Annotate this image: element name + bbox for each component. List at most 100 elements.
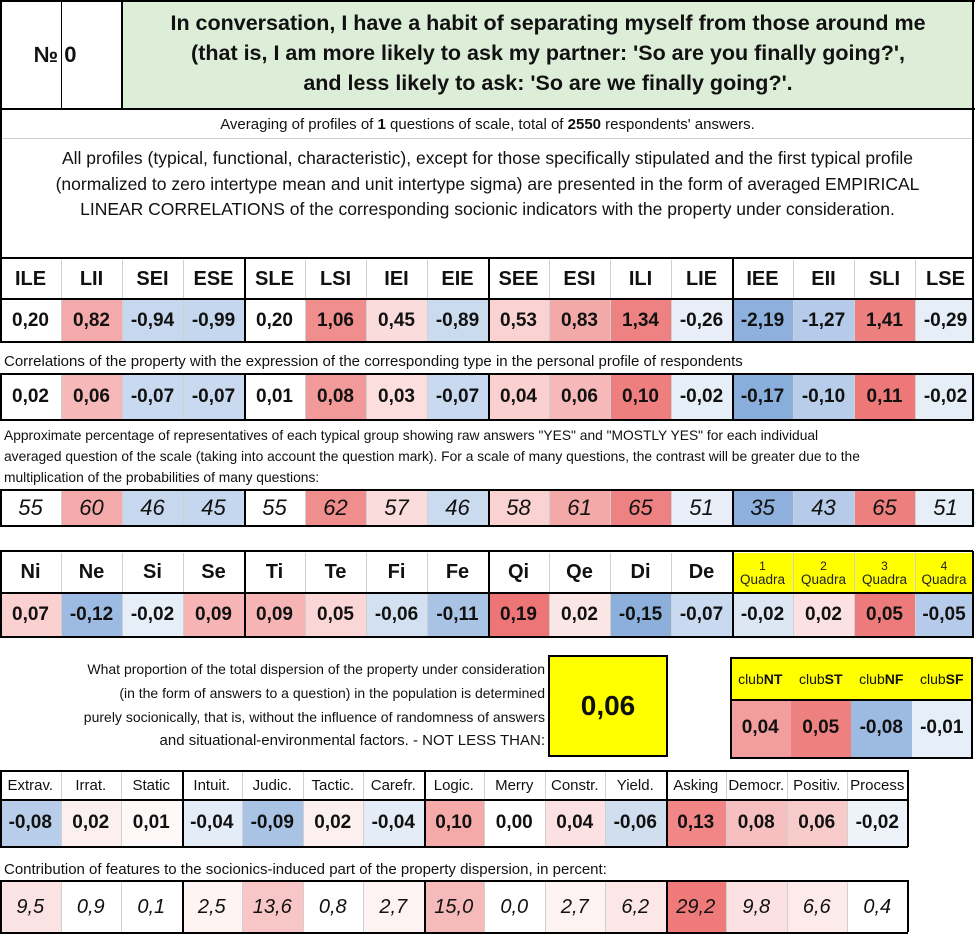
group-separator: [972, 373, 974, 421]
question-text: In conversation, I have a habit of separ…: [123, 8, 973, 104]
type-correlation-value: -0,10: [793, 375, 854, 419]
quadra-value: -0,02: [732, 594, 793, 636]
trait-value: 0,01: [121, 800, 182, 846]
grid-line: [366, 375, 367, 419]
grid-line: [305, 491, 306, 525]
club-header: club NF: [851, 659, 912, 699]
type-percentage-value: 61: [549, 491, 610, 525]
type-header: SLI: [854, 260, 915, 298]
grid-line: [671, 375, 672, 419]
grid-line: [122, 260, 123, 298]
grid-line: [61, 300, 62, 341]
type-percentage-value: 65: [854, 491, 915, 525]
grid-line: [302, 882, 304, 932]
type-profile-value: 1,34: [610, 300, 671, 341]
function-header: Te: [305, 553, 366, 592]
frame-line: [2, 138, 972, 139]
grid-line: [61, 553, 62, 636]
percentage-caption-line: multiplication of the probabilities of m…: [4, 470, 320, 485]
type-percentage-value: 58: [488, 491, 549, 525]
clubs-border: [730, 657, 973, 759]
row-separator: [0, 636, 973, 638]
group-separator: [488, 489, 490, 527]
club-suffix: NT: [763, 671, 783, 687]
question-line: In conversation, I have a habit of separ…: [170, 11, 926, 35]
grid-line: [610, 375, 611, 419]
grid-line: [366, 300, 367, 341]
grid-line: [847, 772, 848, 847]
quadra-header: 2 Quadra: [793, 553, 854, 592]
type-correlation-value: 0,06: [549, 375, 610, 419]
type-correlation-value: -0,07: [183, 375, 244, 419]
trait-value: 0,06: [786, 800, 847, 846]
type-percentage-value: 57: [366, 491, 427, 525]
row-separator: [0, 257, 973, 259]
type-header: ILI: [610, 260, 671, 298]
trait-value: 0,02: [60, 800, 121, 846]
grid-line: [427, 260, 428, 298]
trait-header: Asking: [665, 772, 726, 799]
quadra-label: Quadra: [861, 571, 908, 587]
group-separator: [423, 880, 426, 932]
club-header: club SF: [912, 659, 973, 699]
type-profile-value: 0,82: [61, 300, 122, 341]
grid-line: [854, 300, 855, 341]
profile-description: All profiles (typical, functional, chara…: [0, 146, 975, 226]
trait-value: 0,04: [544, 800, 605, 846]
function-value: 0,09: [183, 594, 244, 636]
row-separator: [0, 341, 973, 343]
percentage-caption: Approximate percentage of representative…: [4, 425, 969, 489]
trait-contribution: 9,8: [726, 882, 787, 932]
type-profile-value: -0,26: [671, 300, 732, 341]
grid-line: [61, 375, 62, 419]
type-correlation-value: 0,06: [61, 375, 122, 419]
trait-value: -0,02: [847, 800, 908, 846]
question-line: and less likely to ask: 'So are we final…: [303, 71, 793, 95]
grid-line: [305, 375, 306, 419]
grid-line: [549, 260, 550, 298]
type-correlation-value: -0,07: [122, 375, 183, 419]
dispersion-value: 0,06: [548, 655, 668, 757]
function-header: Qi: [488, 553, 549, 592]
trait-header: Extrav.: [0, 772, 61, 799]
trait-header: Yield.: [605, 772, 666, 799]
group-separator: [244, 298, 246, 343]
description-line: LINEAR CORRELATIONS of the corresponding…: [80, 199, 895, 219]
grid-line: [366, 553, 367, 636]
question-box: [123, 1, 973, 108]
grid-line: [793, 553, 794, 636]
percentage-caption-line: Approximate percentage of representative…: [4, 428, 819, 443]
grid-line: [549, 375, 550, 419]
quadra-header: 3 Quadra: [854, 553, 915, 592]
function-header: Si: [122, 553, 183, 592]
frame-line: [121, 0, 123, 108]
function-header: Di: [610, 553, 671, 592]
grid-line: [60, 882, 62, 932]
trait-header: Logic.: [423, 772, 484, 799]
function-value: 0,02: [549, 594, 610, 636]
group-separator: [181, 770, 184, 847]
type-correlation-value: -0,02: [671, 375, 732, 419]
grid-line: [610, 300, 611, 341]
contribution-caption: Contribution of features to the socionic…: [4, 860, 969, 880]
grid-line: [847, 882, 848, 932]
grid-line: [183, 491, 184, 525]
trait-value: 0,10: [423, 800, 484, 846]
function-header: Ni: [0, 553, 61, 592]
type-profile-value: 0,20: [244, 300, 305, 341]
grid-line: [122, 491, 123, 525]
function-value: 0,07: [0, 594, 61, 636]
club-value: -0,01: [911, 699, 972, 757]
trait-value: -0,09: [242, 800, 303, 846]
type-percentage-value: 65: [610, 491, 671, 525]
trait-contribution: 6,6: [786, 882, 847, 932]
type-percentage-value: 60: [61, 491, 122, 525]
function-value: 0,09: [244, 594, 305, 636]
grid-line: [363, 772, 364, 847]
quadra-number: 3: [881, 558, 888, 573]
row-separator: [0, 550, 973, 552]
row-separator: [0, 770, 908, 772]
trait-contribution: 0,1: [121, 882, 182, 932]
trait-contribution: 13,6: [242, 882, 303, 932]
grid-line: [854, 491, 855, 525]
